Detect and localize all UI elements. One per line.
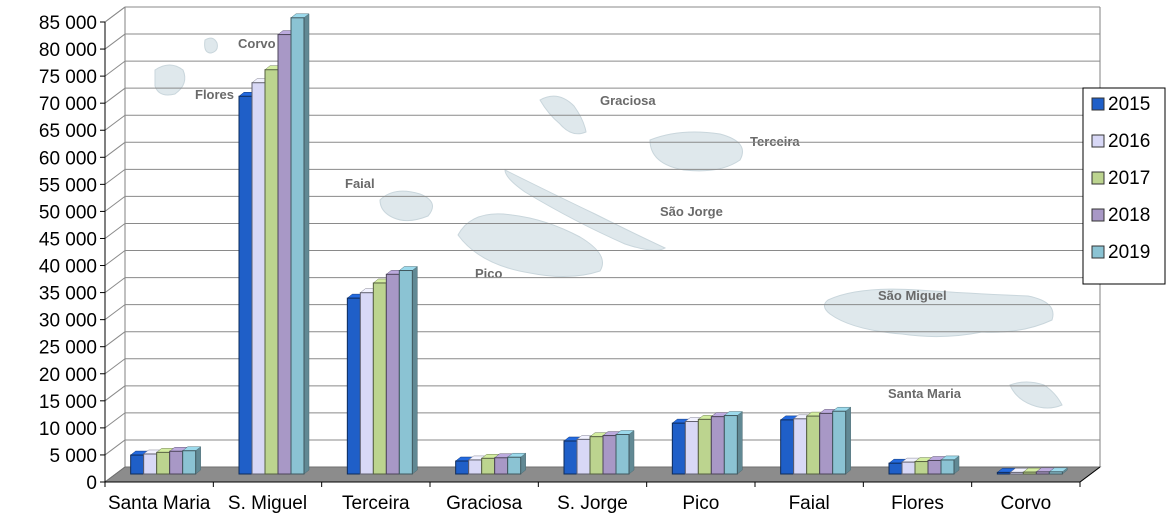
y-tick-label: 75 000: [39, 67, 97, 88]
y-tick-label: 5 000: [49, 446, 97, 467]
x-tick-label: Terceira: [342, 493, 410, 514]
gridline-side: [104, 168, 126, 185]
gridline-side: [104, 250, 126, 266]
x-tick-label: Faial: [789, 493, 830, 514]
gridline-side: [104, 439, 126, 456]
y-tick-label: 15 000: [39, 392, 97, 413]
map-island: [1009, 381, 1063, 409]
y-tick-label: 25 000: [39, 338, 97, 359]
bar: [940, 455, 960, 475]
x-tick-label: Graciosa: [446, 493, 522, 514]
x-tick-label: Flores: [891, 493, 944, 514]
y-tick-label: 40 000: [39, 257, 97, 278]
y-tick-label: 55 000: [39, 175, 97, 196]
x-axis: Santa Maria S. Miguel Terceira Graciosa S. J…: [104, 466, 1101, 514]
bar: [615, 429, 635, 475]
gridline-side: [104, 114, 126, 131]
bar: [290, 13, 310, 475]
legend: 2015 2016 2017 2018 2019: [1082, 87, 1166, 285]
bar: [506, 452, 527, 475]
legend-swatch: [1091, 97, 1105, 111]
map-label: Pico: [475, 266, 503, 281]
y-tick-label: 60 000: [39, 148, 97, 169]
x-tick-label: Corvo: [1000, 493, 1051, 514]
map-island: [154, 64, 186, 96]
bar: [831, 406, 852, 475]
bar: [1048, 467, 1069, 475]
map-island: [379, 190, 433, 222]
legend-label: 2018: [1108, 205, 1150, 226]
legend-label: 2017: [1108, 168, 1150, 189]
y-tick-label: 35 000: [39, 284, 97, 305]
x-tick-label: S. Jorge: [557, 493, 628, 514]
gridline-side: [104, 412, 126, 429]
map-island: [824, 288, 1054, 338]
x-tick-label: Pico: [682, 493, 719, 514]
map-island: [204, 37, 218, 54]
bar: [398, 265, 419, 475]
legend-swatch: [1091, 134, 1105, 148]
legend-swatch: [1091, 208, 1105, 222]
y-tick-label: 10 000: [39, 419, 97, 440]
map-label: Flores: [195, 87, 234, 102]
gridline-side: [104, 385, 126, 402]
x-axis-depth-line: [1079, 466, 1101, 483]
bars: [129, 13, 1069, 475]
map-island: [457, 213, 603, 278]
y-tick-label: 80 000: [39, 40, 97, 61]
legend-item: 2018: [1091, 205, 1150, 226]
legend-item: 2019: [1091, 242, 1150, 263]
y-tick-label: 30 000: [39, 311, 97, 332]
map-label: Santa Maria: [888, 386, 962, 401]
map-label: Corvo: [238, 36, 276, 51]
legend-item: 2016: [1091, 131, 1150, 152]
map-island: [649, 131, 743, 172]
background-map: Corvo Flores Graciosa Terceira Faial São Jorg…: [154, 36, 1063, 409]
gridline-side: [104, 33, 126, 50]
map-label: São Miguel: [878, 288, 947, 303]
y-tick-label: 85 000: [39, 13, 97, 34]
bar: [181, 446, 202, 475]
x-tick-label: Santa Maria: [108, 493, 211, 514]
y-tick-label: 20 000: [39, 365, 97, 386]
gridline-side: [104, 223, 126, 239]
y-tick-label: 50 000: [39, 202, 97, 223]
gridline-side: [104, 196, 126, 212]
gridline-side: [104, 304, 126, 321]
y-tick-label: 70 000: [39, 94, 97, 115]
y-tick-label: 0: [86, 473, 97, 494]
map-label: Graciosa: [600, 93, 656, 108]
bar: [723, 411, 744, 475]
map-label: Faial: [345, 176, 375, 191]
x-tick-label: S. Miguel: [228, 493, 307, 514]
gridline-side: [104, 331, 126, 348]
gridline-side: [104, 358, 126, 375]
gridline-side: [104, 141, 126, 158]
legend-label: 2019: [1108, 242, 1150, 263]
legend-item: 2015: [1091, 94, 1150, 115]
map-label: Terceira: [750, 134, 800, 149]
bar: [996, 467, 1017, 475]
legend-label: 2016: [1108, 131, 1150, 152]
legend-item: 2017: [1091, 168, 1150, 189]
gridline-side: [104, 87, 126, 104]
map-label: São Jorge: [660, 204, 723, 219]
y-tick-label: 65 000: [39, 121, 97, 142]
legend-swatch: [1091, 171, 1105, 185]
legend-swatch: [1091, 245, 1105, 259]
gridline-side: [104, 6, 126, 23]
gridline-side: [104, 277, 126, 293]
gridline-side: [104, 60, 126, 77]
legend-label: 2015: [1108, 94, 1150, 115]
y-tick-label: 45 000: [39, 229, 97, 250]
y-axis: 0 5 000 10 000 15 000 20 000 25 000 30 000 35 0…: [39, 13, 106, 494]
